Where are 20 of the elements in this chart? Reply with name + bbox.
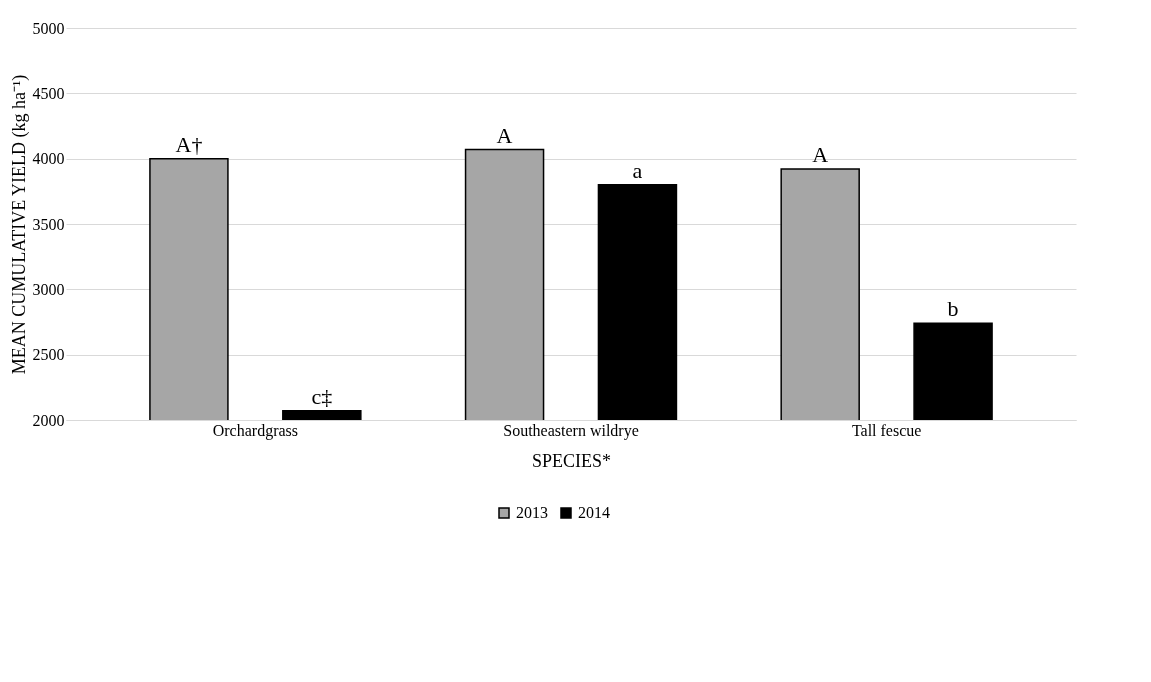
y-tick-label: 3500 [32, 215, 65, 233]
data-label: b [947, 296, 959, 322]
legend-label: 2014 [578, 504, 610, 521]
y-tick-label: 5000 [32, 19, 65, 37]
data-label: c‡ [311, 383, 333, 409]
y-tick-label: 2500 [32, 346, 65, 364]
x-axis-title: SPECIES* [531, 450, 612, 471]
y-tick-label: 4000 [32, 150, 65, 168]
y-tick-label: 4500 [32, 84, 65, 102]
data-label: A† [175, 131, 203, 157]
y-tick-label: 2000 [32, 411, 65, 429]
data-label: A [812, 142, 829, 168]
legend-label: 2013 [516, 504, 548, 521]
x-tick-label: Southeastern wildrye [503, 421, 639, 440]
y-axis-title: MEAN CUMULATIVE YIELD (kg ha⁻¹) [8, 74, 30, 375]
x-tick-label: Tall fescue [851, 421, 922, 439]
y-tick-label: 3000 [32, 280, 65, 298]
x-tick-label: Orchardgrass [212, 421, 299, 440]
data-label: a [632, 157, 643, 183]
data-label: A [496, 122, 513, 148]
